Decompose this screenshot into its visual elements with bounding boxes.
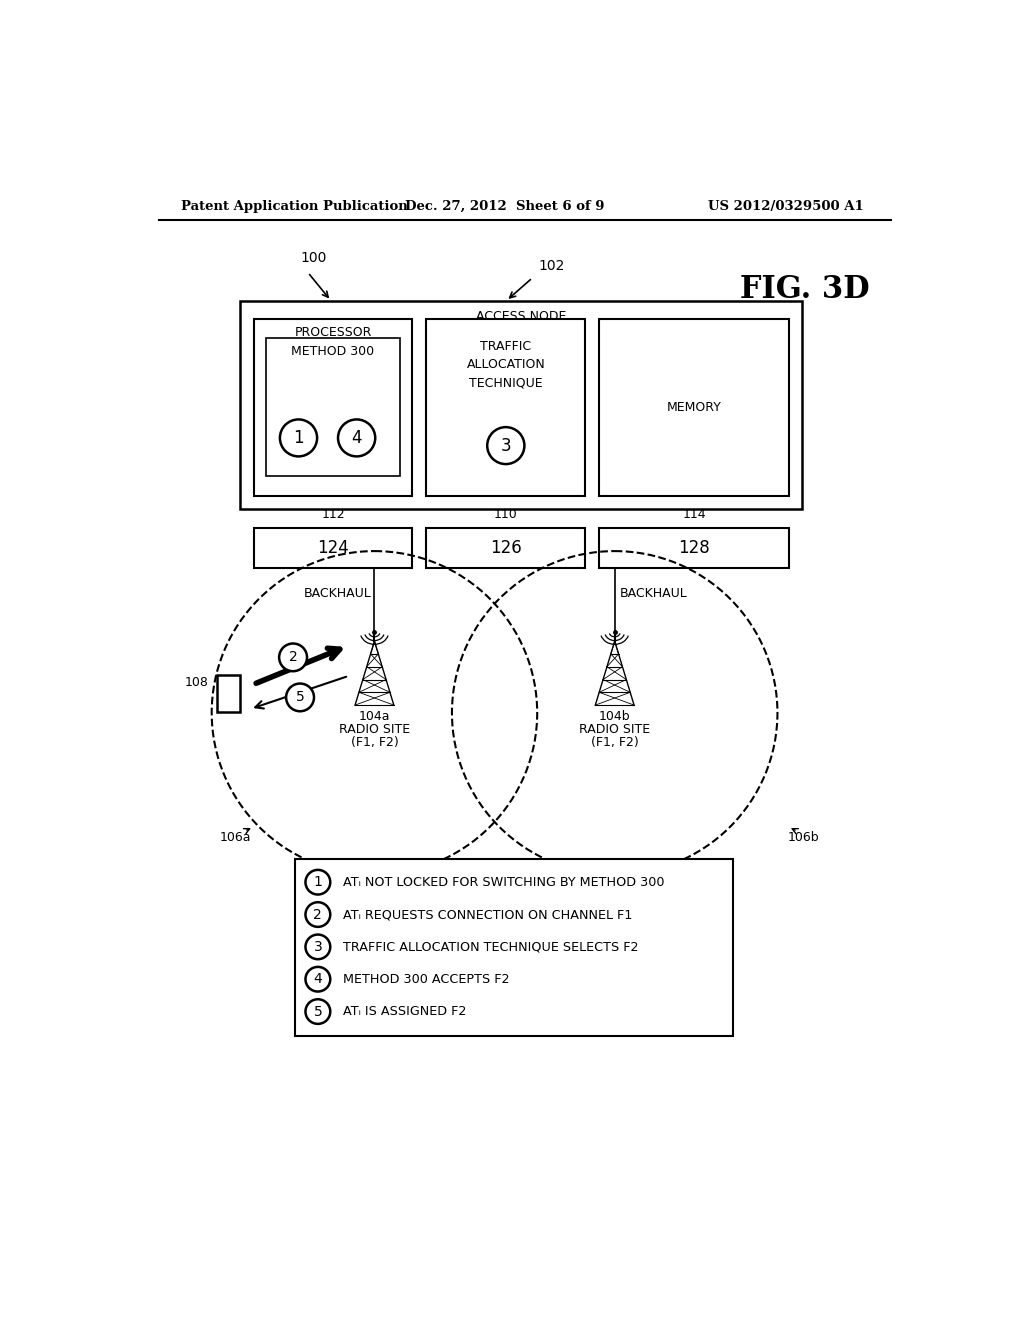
Text: 110: 110 (494, 508, 518, 521)
Text: MEMORY: MEMORY (667, 400, 722, 413)
Text: METHOD 300 ACCEPTS F2: METHOD 300 ACCEPTS F2 (343, 973, 509, 986)
Text: RADIO SITE: RADIO SITE (580, 723, 650, 737)
Bar (295, 859, 732, 1036)
Circle shape (280, 644, 307, 671)
Text: 5: 5 (296, 690, 304, 705)
Bar (426, 528, 586, 568)
Text: Dec. 27, 2012  Sheet 6 of 9: Dec. 27, 2012 Sheet 6 of 9 (406, 199, 605, 213)
Text: ATᵢ REQUESTS CONNECTION ON CHANNEL F1: ATᵢ REQUESTS CONNECTION ON CHANNEL F1 (343, 908, 632, 921)
Text: (F1, F2): (F1, F2) (591, 737, 639, 750)
Text: TRAFFIC ALLOCATION TECHNIQUE SELECTS F2: TRAFFIC ALLOCATION TECHNIQUE SELECTS F2 (343, 940, 638, 953)
Text: (F1, F2): (F1, F2) (350, 737, 398, 750)
Text: 2: 2 (289, 651, 297, 664)
Text: PROCESSOR: PROCESSOR (294, 326, 372, 339)
Text: 3: 3 (313, 940, 323, 954)
Bar (599, 318, 790, 496)
Bar (599, 528, 790, 568)
Text: ATᵢ IS ASSIGNED F2: ATᵢ IS ASSIGNED F2 (343, 1005, 466, 1018)
Text: BACKHAUL: BACKHAUL (303, 587, 371, 601)
Text: 5: 5 (313, 1005, 323, 1019)
Text: 1: 1 (313, 875, 323, 890)
Bar (254, 528, 413, 568)
Text: METHOD 300: METHOD 300 (292, 345, 375, 358)
Text: Patent Application Publication: Patent Application Publication (180, 199, 408, 213)
Text: 124: 124 (317, 539, 349, 557)
Text: 3: 3 (501, 437, 511, 454)
Text: 2: 2 (313, 908, 323, 921)
FancyBboxPatch shape (217, 675, 241, 711)
Text: 112: 112 (322, 508, 345, 521)
Circle shape (305, 999, 331, 1024)
Text: 1: 1 (293, 429, 304, 447)
Circle shape (305, 966, 331, 991)
Text: ATᵢ NOT LOCKED FOR SWITCHING BY METHOD 300: ATᵢ NOT LOCKED FOR SWITCHING BY METHOD 3… (343, 875, 665, 888)
Circle shape (305, 870, 331, 895)
Text: 102: 102 (539, 259, 565, 273)
Text: 100: 100 (300, 252, 327, 265)
Text: 108: 108 (184, 676, 208, 689)
Text: 4: 4 (351, 429, 361, 447)
Text: 104a: 104a (358, 710, 390, 723)
Text: 114: 114 (682, 508, 706, 521)
Bar (241, 301, 802, 508)
Bar (254, 318, 413, 496)
Text: 4: 4 (313, 973, 323, 986)
Text: FIG. 3D: FIG. 3D (740, 273, 869, 305)
Text: 126: 126 (489, 539, 521, 557)
Bar (426, 318, 586, 496)
Text: US 2012/0329500 A1: US 2012/0329500 A1 (708, 199, 863, 213)
Text: 128: 128 (678, 539, 710, 557)
Circle shape (305, 935, 331, 960)
Circle shape (286, 684, 314, 711)
Circle shape (305, 903, 331, 927)
Text: BACKHAUL: BACKHAUL (620, 587, 687, 601)
Text: RADIO SITE: RADIO SITE (339, 723, 410, 737)
Bar (266, 338, 400, 477)
Text: 106a: 106a (219, 832, 251, 843)
Text: TRAFFIC
ALLOCATION
TECHNIQUE: TRAFFIC ALLOCATION TECHNIQUE (467, 341, 545, 389)
Text: ACCESS NODE: ACCESS NODE (476, 310, 566, 323)
Text: 104b: 104b (599, 710, 631, 723)
Text: 106b: 106b (788, 832, 819, 843)
